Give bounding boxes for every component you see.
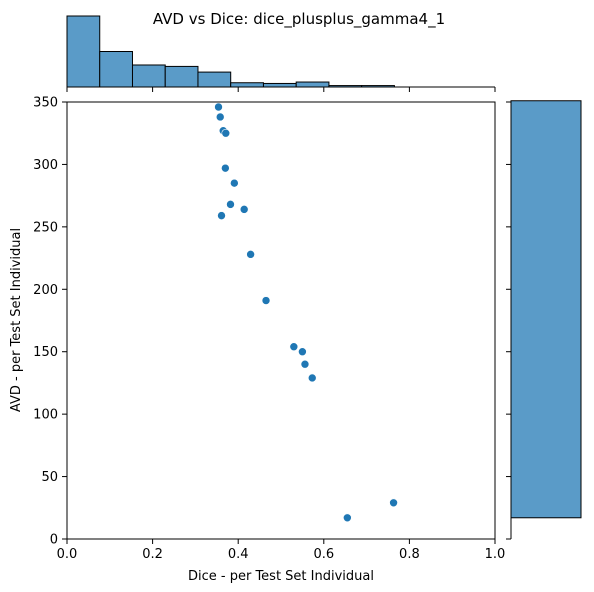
x-hist-bar	[99, 51, 133, 88]
x-hist-bar	[66, 15, 101, 88]
scatter-point	[217, 211, 226, 220]
plot-area-frame	[66, 101, 496, 540]
y-axis-label: AVD - per Test Set Individual	[9, 228, 24, 412]
scatter-point	[214, 102, 223, 112]
y-tick-label: 200	[33, 283, 58, 298]
scatter-point	[239, 205, 249, 214]
scatter-point	[215, 112, 225, 122]
x-axis-ticks: 0.0 0.2 0.4 0.6 0.8 1.0	[57, 539, 506, 562]
x-tick-label: 1.0	[485, 547, 506, 562]
y-tick-label: 100	[33, 408, 58, 423]
y-tick-label: 250	[33, 220, 58, 235]
y-tick-label: 50	[41, 470, 58, 485]
scatter-point	[261, 296, 271, 305]
scatter-point	[298, 347, 307, 357]
y-tick-label: 350	[33, 96, 58, 111]
x-tick-label: 0.2	[142, 547, 163, 562]
x-tick-label: 0.0	[57, 547, 78, 562]
chart-title: AVD vs Dice: dice_plusplus_gamma4_1	[153, 10, 445, 29]
x-axis-label: Dice - per Test Set Individual	[188, 569, 374, 584]
scatter-points	[214, 102, 398, 523]
y-tick-label: 0	[50, 533, 58, 548]
x-hist-bar	[262, 82, 297, 88]
scatter-point	[289, 342, 299, 352]
x-hist-bar	[230, 82, 264, 88]
x-hist-bar	[131, 64, 166, 88]
x-hist-bar	[197, 71, 232, 88]
x-tick-label: 0.8	[399, 547, 420, 562]
x-hist-bar	[164, 65, 199, 88]
x-tick-label: 0.4	[228, 547, 249, 562]
y-axis-ticks: 0 50 100 150 200 250 300 350	[33, 96, 67, 548]
scatter-point	[226, 200, 235, 209]
scatter-point	[307, 373, 317, 383]
scatter-point	[343, 513, 352, 523]
x-hist-bar	[295, 81, 330, 88]
x-tick-label: 0.6	[313, 547, 334, 562]
scatter-point	[246, 250, 255, 259]
scatter-point	[221, 163, 230, 173]
y-tick-label: 150	[33, 345, 58, 360]
scatter-point	[221, 128, 231, 138]
x-marginal-histogram	[66, 15, 496, 92]
scatter-point	[300, 359, 310, 369]
y-hist-bar	[510, 100, 582, 519]
scatter-point	[389, 498, 398, 508]
y-tick-label: 300	[33, 158, 58, 173]
scatter-point	[230, 178, 239, 188]
y-marginal-histogram	[506, 100, 582, 540]
scatter-axes: 0.0 0.2 0.4 0.6 0.8 1.0 0 50 100 150 200 250 300 350	[33, 96, 505, 563]
